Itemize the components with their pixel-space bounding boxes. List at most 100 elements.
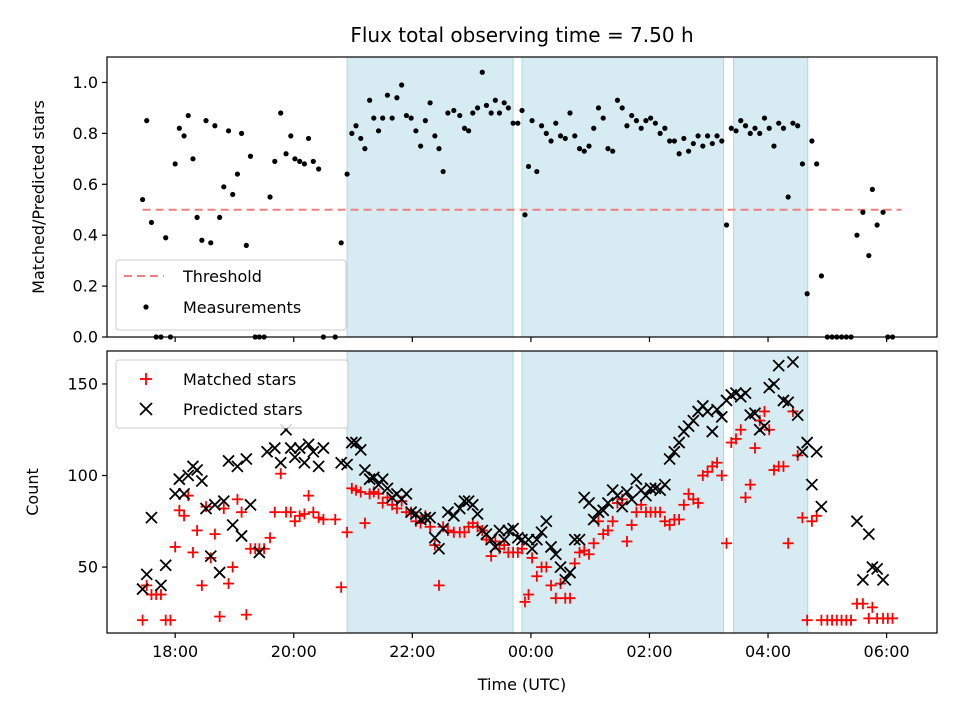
matched-star-point [796, 512, 808, 524]
measurement-point [371, 115, 377, 121]
predicted-star-point [458, 495, 471, 508]
matched-star-point [683, 488, 695, 500]
measurement-point [704, 133, 711, 139]
y-tick-label: 100 [67, 466, 98, 485]
measurement-point [572, 133, 578, 139]
measurement-point [780, 125, 787, 131]
predicted-star-point [453, 502, 466, 515]
measurement-point [776, 120, 782, 126]
predicted-star-point [154, 579, 168, 592]
predicted-star-point [226, 518, 239, 532]
measurement-point [297, 158, 303, 164]
measurement-point [515, 120, 521, 126]
measurement-point [427, 100, 433, 106]
measurement-point [496, 110, 503, 116]
predicted-star-point [317, 441, 330, 455]
measurement-point [243, 242, 249, 248]
measurement-point [230, 191, 236, 198]
matched-star-point [735, 424, 747, 436]
matched-star-point [269, 506, 281, 518]
measurement-point [581, 148, 587, 154]
x-tick-label: 00:00 [508, 642, 554, 661]
matched-star-point [191, 524, 203, 536]
y-tick-label: 150 [67, 374, 98, 393]
matched-star-point [574, 546, 586, 558]
matched-star-point [782, 537, 794, 549]
matched-star-point [155, 589, 167, 601]
predicted-star-point [850, 515, 864, 528]
bottom-legend: Matched stars Predicted stars [115, 359, 349, 429]
predicted-star-point [862, 527, 875, 541]
measurement-point [301, 161, 308, 167]
measurement-point [238, 130, 245, 136]
predicted-star-point [489, 540, 502, 554]
predicted-star-point [511, 531, 524, 544]
matched-star-point [887, 612, 899, 624]
measurement-point [380, 115, 386, 121]
measurement-point [457, 112, 463, 119]
predicted-star-point [493, 524, 506, 537]
measurement-point [181, 133, 187, 139]
predicted-star-point [312, 460, 325, 473]
matched-star-point [173, 504, 185, 516]
measurement-point [652, 120, 658, 126]
measurement-point [595, 105, 602, 111]
predicted-star-point [244, 498, 257, 511]
matched-star-point [236, 506, 248, 518]
predicted-star-point [199, 502, 213, 515]
matched-star-point [329, 513, 341, 525]
measurement-point [818, 273, 824, 279]
predicted-star-point [587, 513, 600, 526]
predicted-star-point [701, 405, 714, 418]
bottom-y-ticks: 50 100 150 [67, 374, 107, 577]
predicted-star-point [471, 507, 484, 521]
predicted-star-point [432, 542, 446, 555]
predicted-star-point [466, 498, 479, 511]
matched-star-point [313, 512, 325, 524]
measurement-point [461, 125, 468, 131]
predicted-star-point [169, 487, 182, 500]
predicted-star-point [298, 456, 311, 469]
measurement-point [700, 143, 706, 149]
measurement-point [225, 128, 232, 134]
measurement-point [305, 135, 312, 142]
matched-star-point [602, 524, 614, 536]
measurement-point [619, 105, 625, 111]
y-tick-label: 0.2 [73, 277, 98, 296]
predicted-star-point [772, 359, 785, 372]
predicted-star-point [340, 458, 354, 471]
measurement-point [757, 130, 763, 136]
measurement-point [804, 291, 810, 297]
matched-star-point [744, 479, 756, 491]
measurement-point [576, 146, 583, 152]
predicted-star-point [208, 498, 222, 511]
measurement-point [866, 252, 872, 259]
matched-star-point [489, 535, 501, 547]
measurement-point [771, 143, 777, 149]
x-tick-label: 04:00 [745, 642, 791, 661]
measurement-point [742, 123, 749, 129]
predicted-star-point [658, 478, 672, 491]
shaded-span [346, 56, 514, 338]
matched-star-point [355, 486, 367, 498]
matched-star-point [806, 515, 818, 527]
measurement-point [288, 133, 294, 139]
measurement-point [529, 118, 535, 124]
measurement-point [217, 214, 223, 220]
measurement-point [389, 115, 395, 121]
matched-star-point [550, 592, 562, 604]
matched-star-point [214, 611, 226, 623]
measurement-point [719, 138, 725, 144]
measurement-point [176, 125, 182, 131]
x-tick-label: 18:00 [152, 642, 198, 661]
y-tick-label: 0.4 [73, 226, 98, 245]
predicted-star-point [498, 533, 511, 546]
predicted-star-point [530, 533, 543, 546]
matched-star-point [227, 561, 239, 573]
matched-star-point [519, 596, 531, 608]
y-tick-label: 1.0 [73, 73, 98, 92]
predicted-star-point [801, 436, 814, 449]
predicted-star-point [597, 504, 610, 517]
measurement-point [548, 138, 554, 144]
